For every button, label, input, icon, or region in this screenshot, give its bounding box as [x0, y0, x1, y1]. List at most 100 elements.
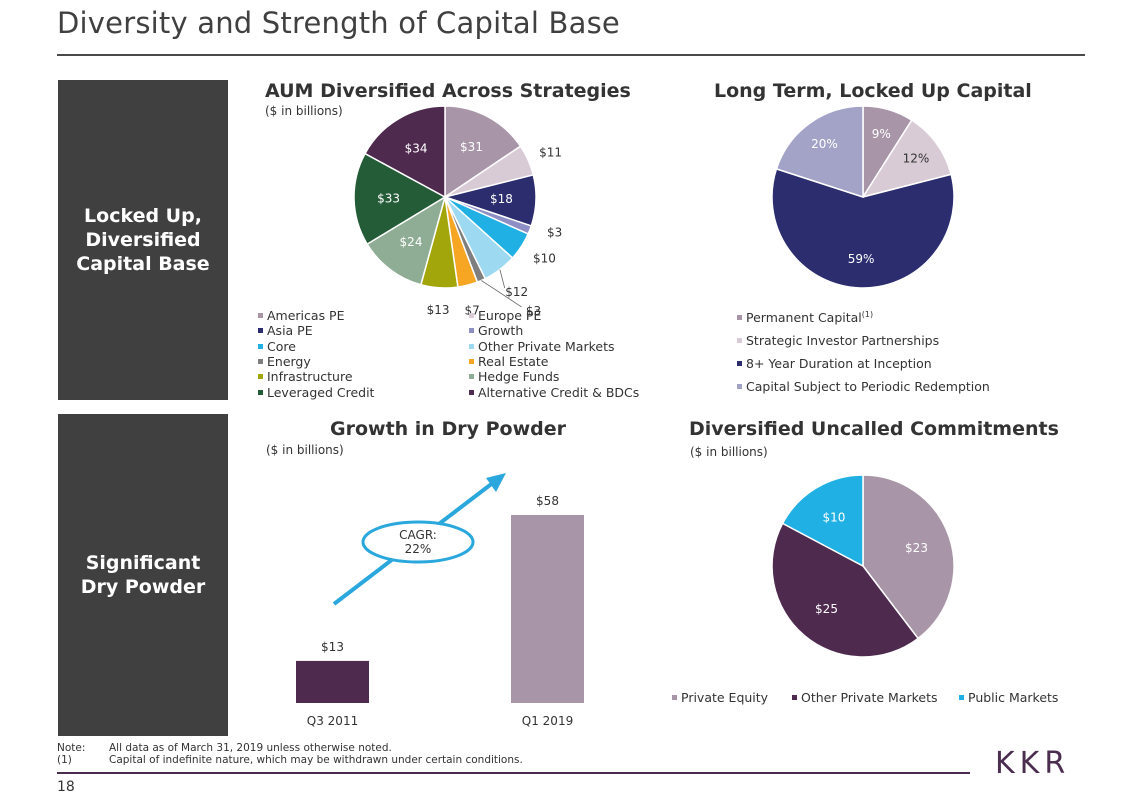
dry-powder-bar-q1-2019 [511, 515, 584, 703]
aum-legend-swatch [469, 389, 474, 395]
footnote-label: (1) [57, 754, 72, 766]
kkr-logo: KKR [995, 746, 1071, 781]
uncalled-chart-title: Diversified Uncalled Commitments [689, 418, 1059, 440]
aum-legend-item-growth: Growth [469, 323, 523, 338]
aum-pie-chart: $31 $11 $18 $3 $10 $12 $3 $7 $13 $24 $33 $34 [353, 105, 562, 316]
uncalled-legend-item-other-private-markets: Other Private Markets [792, 690, 938, 705]
side-bottom-line-1: Significant [85, 552, 201, 574]
aum-legend-swatch [258, 389, 263, 395]
aum-legend-label: Europe PE [478, 308, 542, 323]
aum-legend-label: Asia PE [267, 323, 313, 339]
aum-leader-line-other-private-markets [499, 269, 506, 289]
uncalled-label-other-private-markets: $25 [815, 602, 838, 616]
aum-legend-swatch [258, 328, 263, 334]
aum-legend-label: Infrastructure [267, 369, 353, 385]
aum-label-americas-pe: $31 [460, 140, 483, 154]
aum-label-core: $10 [533, 251, 556, 265]
note-text: All data as of March 31, 2019 unless oth… [109, 742, 392, 754]
uncalled-slice-public-markets [781, 474, 864, 568]
aum-label-alternative-credit-bdcs: $34 [405, 142, 428, 156]
aum-legend-swatch [258, 343, 263, 349]
title-rule [57, 54, 1085, 56]
aum-legend-label: Other Private Markets [478, 338, 615, 354]
aum-legend-label: Hedge Funds [478, 369, 560, 385]
aum-legend-label: Energy [267, 353, 311, 369]
locked-capital-chart-title: Long Term, Locked Up Capital [714, 80, 1032, 102]
locked-capital-slice-capital-subject-to-periodic-redemption [775, 105, 864, 199]
aum-chart-title: AUM Diversified Across Strategies [265, 80, 631, 102]
aum-legend-item-energy: Energy [258, 354, 311, 369]
aum-legend-item-real-estate: Real Estate [469, 354, 548, 369]
uncalled-legend-item-private-equity: Private Equity [672, 690, 768, 705]
side-top-line-3: Capital Base [76, 253, 210, 275]
growth-arrow-head [486, 473, 506, 492]
locked-capital-legend-label: Permanent Capital [746, 310, 862, 326]
locked-capital-legend-swatch [737, 338, 742, 343]
aum-legend-swatch [469, 374, 474, 380]
uncalled-legend-label: Other Private Markets [801, 690, 938, 705]
uncalled-legend-label: Private Equity [681, 690, 769, 705]
uncalled-legend-swatch [792, 695, 797, 700]
aum-slice-alternative-credit-bdcs [364, 105, 446, 199]
locked-capital-label-8-year-duration-at-inception: 59% [848, 252, 875, 266]
note-label: Note: [57, 742, 86, 754]
aum-label-infrastructure: $13 [427, 303, 450, 315]
dry-powder-category-label: Q1 2019 [522, 714, 573, 728]
aum-legend-swatch [258, 358, 263, 364]
aum-legend-item-americas-pe: Americas PE [258, 308, 344, 323]
dry-powder-chart-subtitle: ($ in billions) [266, 443, 344, 457]
aum-legend-item-core: Core [258, 339, 296, 354]
side-top-line-2: Diversified [85, 229, 201, 251]
uncalled-legend-swatch [959, 695, 964, 700]
aum-legend-swatch [469, 328, 474, 334]
locked-capital-label-strategic-investor-partnerships: 12% [903, 152, 930, 166]
aum-label-real-estate: $7 [465, 304, 480, 316]
side-panel-dry-powder: Significant Dry Powder [58, 414, 228, 736]
uncalled-legend-swatch [672, 695, 677, 700]
uncalled-legend-item-public-markets: Public Markets [959, 690, 1058, 705]
aum-legend-item-leveraged-credit: Leveraged Credit [258, 385, 374, 400]
locked-capital-legend-label: 8+ Year Duration at Inception [746, 356, 932, 371]
dry-powder-value-label: $13 [321, 640, 344, 654]
aum-legend-item-hedge-funds: Hedge Funds [469, 369, 559, 384]
aum-slice-hedge-funds [366, 195, 447, 286]
locked-capital-label-permanent-capital: 9% [872, 127, 891, 141]
locked-capital-pie-chart: 9% 12% 59% 20% [771, 105, 955, 289]
aum-legend-item-alternative-credit-bdcs: Alternative Credit & BDCs [469, 385, 639, 400]
locked-capital-legend-swatch [737, 384, 742, 389]
aum-legend-swatch [258, 313, 263, 318]
page-title: Diversity and Strength of Capital Base [57, 6, 620, 40]
uncalled-pie-chart: $23 $25 $10 [771, 474, 955, 658]
locked-capital-legend-label: Capital Subject to Periodic Redemption [746, 379, 990, 394]
locked-capital-legend-swatch [737, 361, 742, 366]
dry-powder-chart-title: Growth in Dry Powder [330, 418, 566, 440]
page-number: 18 [57, 779, 75, 795]
side-bottom-line-2: Dry Powder [80, 576, 206, 598]
aum-leader-line-energy [481, 280, 522, 308]
uncalled-slice-private-equity [862, 474, 955, 640]
locked-capital-legend-item-permanent-capital: Permanent Capital(1) [737, 310, 873, 325]
uncalled-slice-other-private-markets [771, 522, 920, 658]
aum-label-hedge-funds: $24 [400, 235, 423, 249]
aum-label-growth: $3 [547, 226, 562, 240]
aum-label-europe-pe: $11 [539, 146, 562, 160]
uncalled-label-public-markets: $10 [822, 511, 845, 525]
aum-legend-item-other-private-markets: Other Private Markets [469, 339, 615, 354]
aum-legend-label: Core [267, 338, 296, 354]
footnote-marker: (1) [861, 310, 874, 319]
aum-slice-leveraged-credit [353, 152, 447, 246]
aum-legend-swatch [469, 343, 474, 349]
aum-legend-item-infrastructure: Infrastructure [258, 369, 353, 384]
aum-label-asia-pe: $18 [490, 192, 513, 206]
locked-capital-legend-swatch [737, 315, 742, 321]
aum-label-other-private-markets: $12 [505, 285, 528, 299]
aum-label-leveraged-credit: $33 [377, 191, 400, 205]
aum-legend-label: Alternative Credit & BDCs [478, 384, 640, 400]
locked-capital-legend-item-capital-subject-to-periodic-redemption: Capital Subject to Periodic Redemption [737, 379, 990, 394]
uncalled-label-private-equity: $23 [905, 541, 928, 555]
locked-capital-slice-8-year-duration-at-inception [771, 167, 955, 289]
aum-legend-swatch [469, 358, 474, 364]
aum-legend-swatch [258, 374, 263, 380]
uncalled-legend-label: Public Markets [968, 690, 1059, 705]
dry-powder-value-label: $58 [536, 494, 559, 508]
